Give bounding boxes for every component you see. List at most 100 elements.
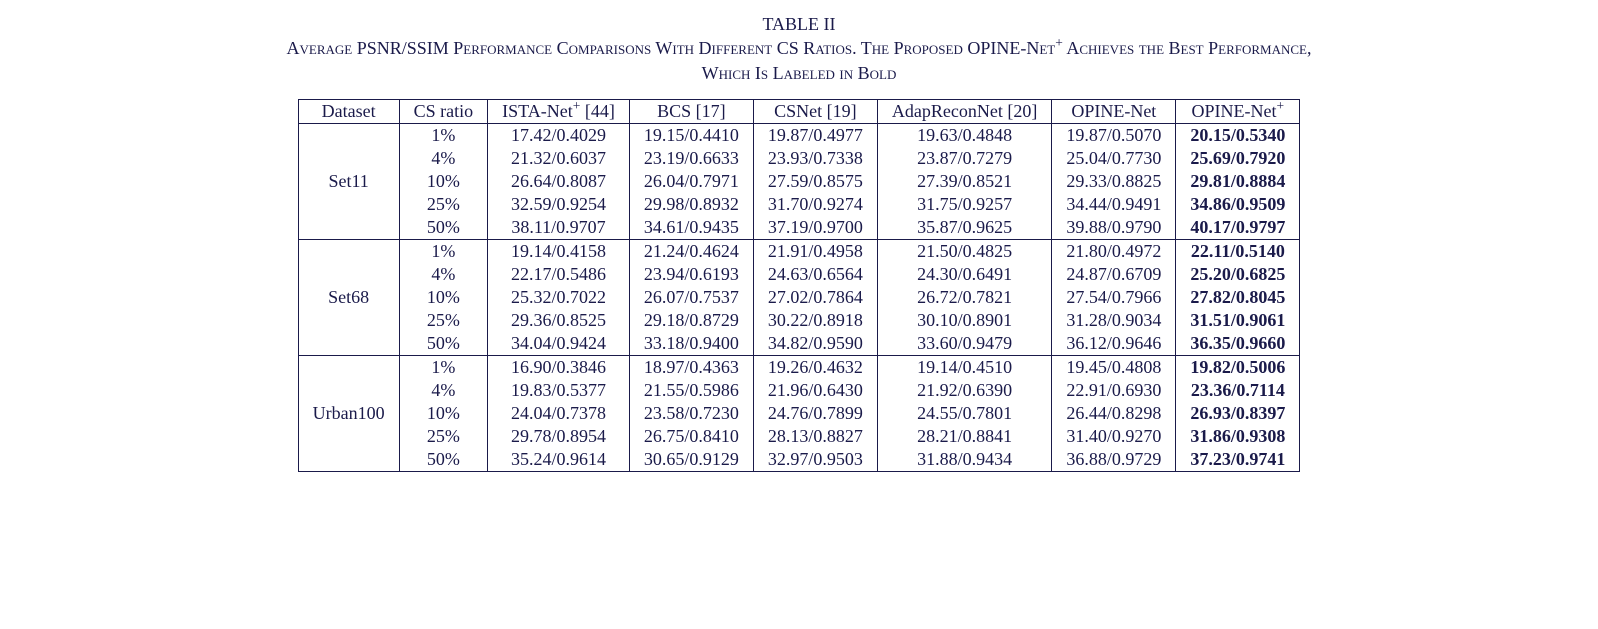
cell-adap: 19.14/0.4510 — [877, 355, 1051, 379]
cell-bcs: 18.97/0.4363 — [629, 355, 753, 379]
cell-bcs: 23.94/0.6193 — [629, 263, 753, 286]
cell-adap: 33.60/0.9479 — [877, 332, 1051, 356]
cell-opine: 39.88/0.9790 — [1052, 216, 1176, 240]
cell-csnet: 19.87/0.4977 — [753, 123, 877, 147]
cell-opine: 19.45/0.4808 — [1052, 355, 1176, 379]
cell-opine: 25.04/0.7730 — [1052, 147, 1176, 170]
table-group: Set111%17.42/0.402919.15/0.441019.87/0.4… — [298, 123, 1300, 239]
cell-adap: 31.88/0.9434 — [877, 448, 1051, 472]
cell-opine: 27.54/0.7966 — [1052, 286, 1176, 309]
col-opinep-label: OPINE-Net — [1192, 101, 1277, 121]
caption-line-2: Average PSNR/SSIM Performance Comparison… — [20, 36, 1578, 60]
cell-ratio: 50% — [399, 448, 488, 472]
cell-ista: 38.11/0.9707 — [488, 216, 630, 240]
cell-adap: 21.92/0.6390 — [877, 379, 1051, 402]
cell-opinep: 40.17/0.9797 — [1176, 216, 1300, 240]
cell-opine: 22.91/0.6930 — [1052, 379, 1176, 402]
cell-opine: 29.33/0.8825 — [1052, 170, 1176, 193]
cell-bcs: 30.65/0.9129 — [629, 448, 753, 472]
cell-adap: 24.55/0.7801 — [877, 402, 1051, 425]
dataset-cell: Set68 — [298, 239, 399, 355]
cell-csnet: 21.91/0.4958 — [753, 239, 877, 263]
col-csnet: CSNet [19] — [753, 99, 877, 123]
cell-ratio: 25% — [399, 425, 488, 448]
cell-csnet: 19.26/0.4632 — [753, 355, 877, 379]
cell-opinep: 37.23/0.9741 — [1176, 448, 1300, 472]
cell-opinep: 19.82/0.5006 — [1176, 355, 1300, 379]
cell-csnet: 27.59/0.8575 — [753, 170, 877, 193]
cell-opine: 31.28/0.9034 — [1052, 309, 1176, 332]
table-row: 4%22.17/0.548623.94/0.619324.63/0.656424… — [298, 263, 1300, 286]
cell-bcs: 26.75/0.8410 — [629, 425, 753, 448]
col-ista-label: ISTA-Net — [502, 101, 573, 121]
cell-opinep: 22.11/0.5140 — [1176, 239, 1300, 263]
cell-adap: 26.72/0.7821 — [877, 286, 1051, 309]
table-row: 4%21.32/0.603723.19/0.663323.93/0.733823… — [298, 147, 1300, 170]
col-dataset: Dataset — [298, 99, 399, 123]
cell-bcs: 21.55/0.5986 — [629, 379, 753, 402]
cell-opine: 31.40/0.9270 — [1052, 425, 1176, 448]
dataset-cell: Set11 — [298, 123, 399, 239]
cell-ratio: 50% — [399, 216, 488, 240]
cell-ratio: 10% — [399, 286, 488, 309]
table-row: Set681%19.14/0.415821.24/0.462421.91/0.4… — [298, 239, 1300, 263]
col-opinep: OPINE-Net+ — [1176, 99, 1300, 123]
cell-bcs: 26.04/0.7971 — [629, 170, 753, 193]
cell-bcs: 29.18/0.8729 — [629, 309, 753, 332]
cell-ista: 24.04/0.7378 — [488, 402, 630, 425]
caption-sup: + — [1055, 35, 1063, 50]
cell-bcs: 23.19/0.6633 — [629, 147, 753, 170]
table-row: 10%25.32/0.702226.07/0.753727.02/0.78642… — [298, 286, 1300, 309]
cell-bcs: 34.61/0.9435 — [629, 216, 753, 240]
table-row: 10%24.04/0.737823.58/0.723024.76/0.78992… — [298, 402, 1300, 425]
table-row: 25%32.59/0.925429.98/0.893231.70/0.92743… — [298, 193, 1300, 216]
cell-csnet: 34.82/0.9590 — [753, 332, 877, 356]
cell-ista: 29.36/0.8525 — [488, 309, 630, 332]
cell-ratio: 1% — [399, 239, 488, 263]
cell-ista: 25.32/0.7022 — [488, 286, 630, 309]
col-opinep-sup: + — [1277, 98, 1285, 113]
cell-csnet: 37.19/0.9700 — [753, 216, 877, 240]
caption-line-3: Which Is Labeled in Bold — [20, 61, 1578, 85]
cell-opinep: 27.82/0.8045 — [1176, 286, 1300, 309]
cell-ratio: 4% — [399, 147, 488, 170]
cell-opinep: 26.93/0.8397 — [1176, 402, 1300, 425]
table-group: Set681%19.14/0.415821.24/0.462421.91/0.4… — [298, 239, 1300, 355]
cell-opine: 19.87/0.5070 — [1052, 123, 1176, 147]
cell-opinep: 34.86/0.9509 — [1176, 193, 1300, 216]
cell-ratio: 25% — [399, 309, 488, 332]
dataset-cell: Urban100 — [298, 355, 399, 471]
table-row: 4%19.83/0.537721.55/0.598621.96/0.643021… — [298, 379, 1300, 402]
cell-bcs: 26.07/0.7537 — [629, 286, 753, 309]
col-ista: ISTA-Net+ [44] — [488, 99, 630, 123]
cell-opine: 21.80/0.4972 — [1052, 239, 1176, 263]
table-caption: TABLE II Average PSNR/SSIM Performance C… — [20, 12, 1578, 85]
cell-ista: 19.14/0.4158 — [488, 239, 630, 263]
cell-opinep: 31.86/0.9308 — [1176, 425, 1300, 448]
cell-ista: 32.59/0.9254 — [488, 193, 630, 216]
cell-ratio: 4% — [399, 379, 488, 402]
table-row: 50%35.24/0.961430.65/0.912932.97/0.95033… — [298, 448, 1300, 472]
table-group: Urban1001%16.90/0.384618.97/0.436319.26/… — [298, 355, 1300, 471]
table-row: 25%29.78/0.895426.75/0.841028.13/0.88272… — [298, 425, 1300, 448]
cell-opinep: 20.15/0.5340 — [1176, 123, 1300, 147]
table-row: Set111%17.42/0.402919.15/0.441019.87/0.4… — [298, 123, 1300, 147]
table-row: 50%38.11/0.970734.61/0.943537.19/0.9700 3… — [298, 216, 1300, 240]
cell-adap: 21.50/0.4825 — [877, 239, 1051, 263]
cell-ista: 29.78/0.8954 — [488, 425, 630, 448]
caption-text-a: Average PSNR/SSIM Performance Comparison… — [287, 38, 1056, 58]
cell-ista: 22.17/0.5486 — [488, 263, 630, 286]
caption-text-a-tail: Achieves the Best Performance, — [1063, 38, 1312, 58]
col-adap: AdapReconNet [20] — [877, 99, 1051, 123]
cell-opine: 26.44/0.8298 — [1052, 402, 1176, 425]
cell-adap: 31.75/0.9257 — [877, 193, 1051, 216]
header-row: Dataset CS ratio ISTA-Net+ [44] BCS [17]… — [298, 99, 1300, 123]
cell-csnet: 31.70/0.9274 — [753, 193, 877, 216]
col-ista-cite: [44] — [580, 101, 615, 121]
table-row: 10%26.64/0.808726.04/0.797127.59/0.85752… — [298, 170, 1300, 193]
cell-bcs: 19.15/0.4410 — [629, 123, 753, 147]
cell-ista: 34.04/0.9424 — [488, 332, 630, 356]
cell-csnet: 28.13/0.8827 — [753, 425, 877, 448]
cell-bcs: 21.24/0.4624 — [629, 239, 753, 263]
cell-ratio: 4% — [399, 263, 488, 286]
